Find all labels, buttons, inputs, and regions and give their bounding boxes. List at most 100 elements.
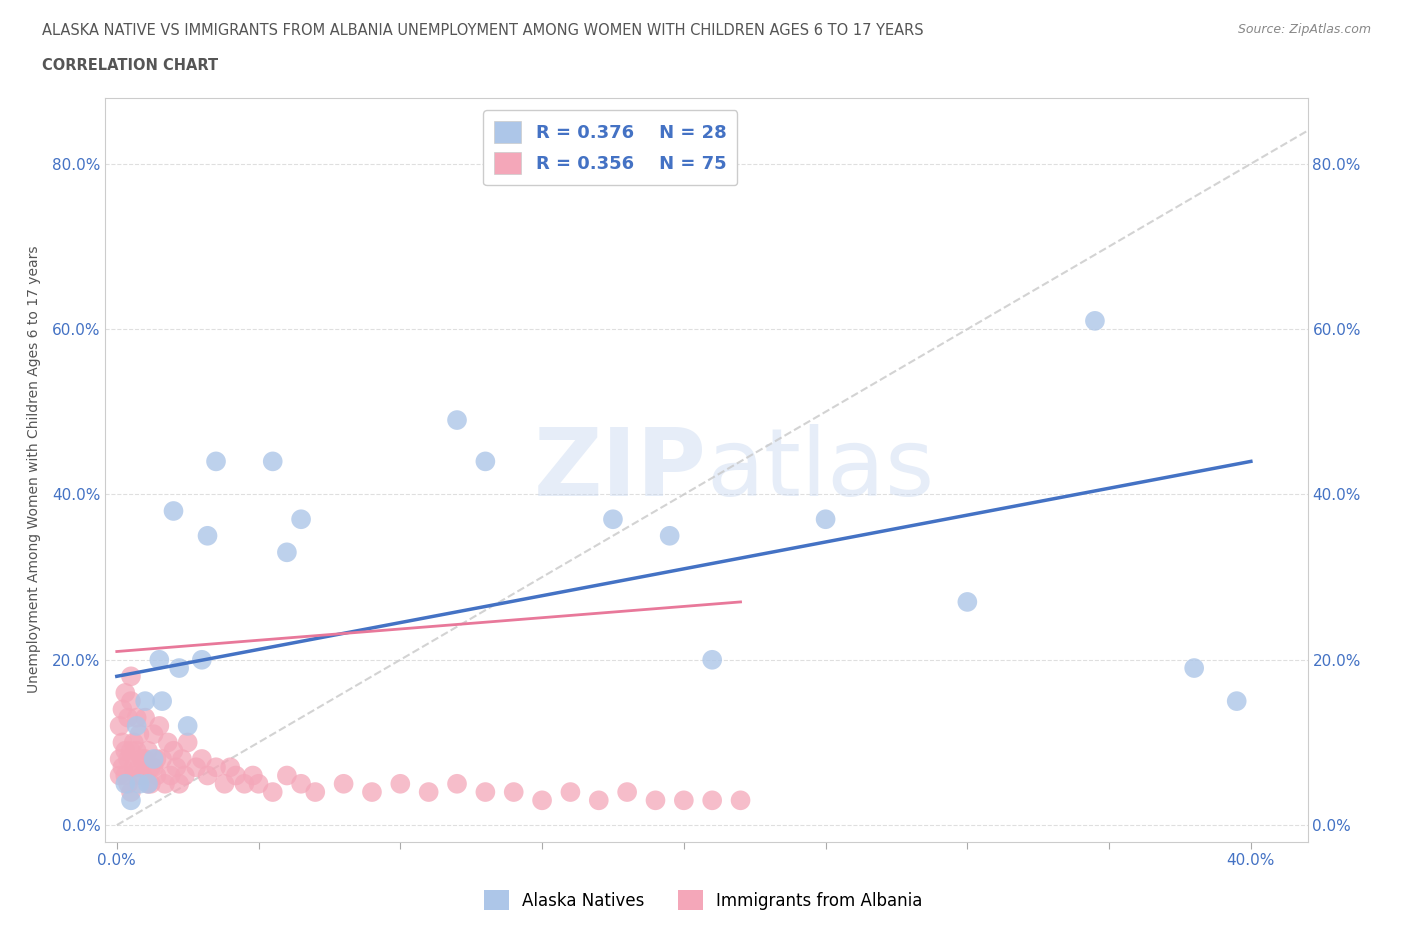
Point [446, 413, 468, 428]
Point [167, 777, 190, 791]
Point [111, 702, 134, 717]
Point [225, 768, 247, 783]
Point [120, 793, 142, 808]
Point [502, 785, 524, 800]
Text: Source: ZipAtlas.com: Source: ZipAtlas.com [1237, 23, 1371, 36]
Point [162, 743, 184, 758]
Point [159, 768, 181, 783]
Point [148, 652, 170, 667]
Point [276, 545, 298, 560]
Point [290, 777, 312, 791]
Point [672, 793, 695, 808]
Point [1226, 694, 1249, 709]
Point [139, 760, 162, 775]
Point [117, 777, 139, 791]
Point [173, 768, 195, 783]
Point [114, 768, 136, 783]
Point [167, 660, 190, 675]
Point [156, 735, 179, 750]
Point [219, 760, 242, 775]
Point [117, 711, 139, 725]
Point [148, 719, 170, 734]
Point [247, 777, 270, 791]
Point [814, 512, 837, 526]
Point [560, 785, 582, 800]
Point [122, 760, 145, 775]
Point [117, 751, 139, 766]
Point [197, 768, 219, 783]
Point [136, 777, 159, 791]
Point [134, 751, 156, 766]
Point [120, 694, 142, 709]
Point [111, 760, 134, 775]
Point [139, 777, 162, 791]
Point [108, 768, 131, 783]
Point [304, 785, 326, 800]
Point [191, 652, 214, 667]
Point [134, 711, 156, 725]
Point [125, 743, 148, 758]
Point [616, 785, 638, 800]
Point [128, 777, 150, 791]
Point [702, 652, 724, 667]
Point [145, 751, 167, 766]
Point [142, 726, 165, 741]
Point [134, 694, 156, 709]
Point [125, 711, 148, 725]
Point [131, 751, 153, 766]
Point [150, 694, 173, 709]
Point [242, 768, 264, 783]
Point [120, 785, 142, 800]
Point [531, 793, 554, 808]
Point [108, 751, 131, 766]
Point [176, 719, 198, 734]
Point [162, 503, 184, 518]
Point [170, 751, 193, 766]
Point [702, 793, 724, 808]
Point [131, 768, 153, 783]
Point [128, 726, 150, 741]
Point [108, 719, 131, 734]
Text: atlas: atlas [707, 424, 935, 515]
Point [153, 777, 176, 791]
Text: ZIP: ZIP [534, 424, 707, 515]
Point [233, 777, 256, 791]
Point [125, 768, 148, 783]
Point [332, 777, 354, 791]
Point [142, 760, 165, 775]
Point [262, 454, 284, 469]
Point [262, 785, 284, 800]
Point [186, 760, 208, 775]
Point [290, 512, 312, 526]
Text: ALASKA NATIVE VS IMMIGRANTS FROM ALBANIA UNEMPLOYMENT AMONG WOMEN WITH CHILDREN : ALASKA NATIVE VS IMMIGRANTS FROM ALBANIA… [42, 23, 924, 38]
Point [136, 777, 159, 791]
Point [1084, 313, 1107, 328]
Point [602, 512, 624, 526]
Point [588, 793, 610, 808]
Point [128, 760, 150, 775]
Y-axis label: Unemployment Among Women with Children Ages 6 to 17 years: Unemployment Among Women with Children A… [27, 246, 41, 694]
Point [658, 528, 681, 543]
Point [956, 594, 979, 609]
Point [446, 777, 468, 791]
Point [730, 793, 752, 808]
Point [150, 751, 173, 766]
Point [136, 743, 159, 758]
Point [474, 454, 496, 469]
Point [125, 719, 148, 734]
Point [120, 743, 142, 758]
Point [214, 777, 236, 791]
Point [205, 454, 228, 469]
Point [122, 735, 145, 750]
Point [114, 685, 136, 700]
Legend: Alaska Natives, Immigrants from Albania: Alaska Natives, Immigrants from Albania [477, 884, 929, 917]
Point [361, 785, 384, 800]
Point [644, 793, 666, 808]
Text: CORRELATION CHART: CORRELATION CHART [42, 58, 218, 73]
Point [474, 785, 496, 800]
Point [1182, 660, 1205, 675]
Point [120, 669, 142, 684]
Point [176, 735, 198, 750]
Point [205, 760, 228, 775]
Point [165, 760, 187, 775]
